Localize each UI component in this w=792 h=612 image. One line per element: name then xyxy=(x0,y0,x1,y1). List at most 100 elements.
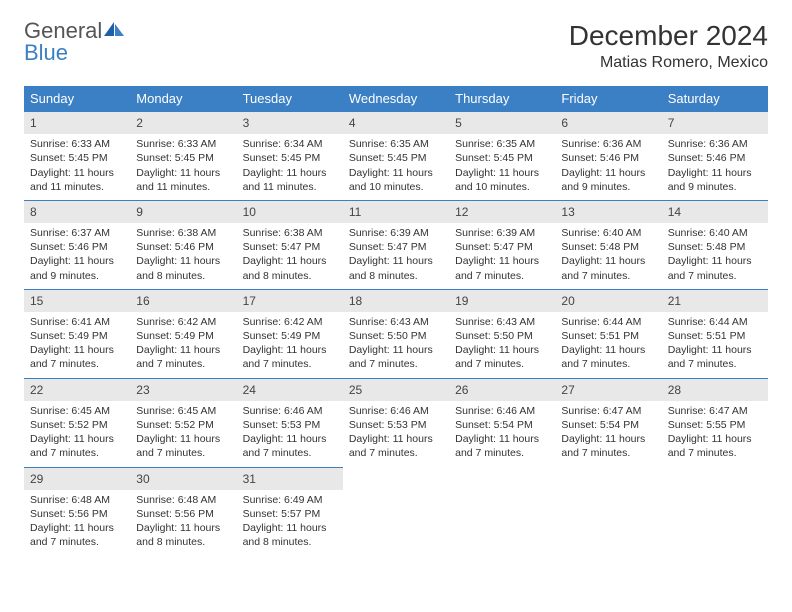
day-line-d1: Daylight: 11 hours xyxy=(668,166,762,180)
calendar-cell: 1Sunrise: 6:33 AMSunset: 5:45 PMDaylight… xyxy=(24,111,130,200)
day-body: Sunrise: 6:48 AMSunset: 5:56 PMDaylight:… xyxy=(130,490,236,556)
day-line-sr: Sunrise: 6:39 AM xyxy=(349,226,443,240)
calendar-cell: 17Sunrise: 6:42 AMSunset: 5:49 PMDayligh… xyxy=(237,289,343,378)
calendar-cell: 6Sunrise: 6:36 AMSunset: 5:46 PMDaylight… xyxy=(555,111,661,200)
calendar-body: 1Sunrise: 6:33 AMSunset: 5:45 PMDaylight… xyxy=(24,111,768,555)
day-number: 24 xyxy=(237,378,343,401)
day-line-ss: Sunset: 5:52 PM xyxy=(30,418,124,432)
calendar-cell: 5Sunrise: 6:35 AMSunset: 5:45 PMDaylight… xyxy=(449,111,555,200)
day-line-ss: Sunset: 5:46 PM xyxy=(30,240,124,254)
calendar-cell xyxy=(555,467,661,556)
day-line-d1: Daylight: 11 hours xyxy=(349,166,443,180)
day-number: 23 xyxy=(130,378,236,401)
day-line-d2: and 11 minutes. xyxy=(243,180,337,194)
day-line-sr: Sunrise: 6:36 AM xyxy=(561,137,655,151)
day-line-sr: Sunrise: 6:46 AM xyxy=(455,404,549,418)
day-line-d1: Daylight: 11 hours xyxy=(455,166,549,180)
day-body: Sunrise: 6:44 AMSunset: 5:51 PMDaylight:… xyxy=(662,312,768,378)
day-line-sr: Sunrise: 6:40 AM xyxy=(561,226,655,240)
day-line-ss: Sunset: 5:46 PM xyxy=(668,151,762,165)
day-number: 18 xyxy=(343,289,449,312)
day-line-d2: and 7 minutes. xyxy=(668,357,762,371)
day-line-d1: Daylight: 11 hours xyxy=(561,166,655,180)
day-line-d1: Daylight: 11 hours xyxy=(30,166,124,180)
day-line-sr: Sunrise: 6:43 AM xyxy=(455,315,549,329)
day-line-d2: and 11 minutes. xyxy=(30,180,124,194)
day-line-d2: and 7 minutes. xyxy=(349,357,443,371)
calendar-cell: 12Sunrise: 6:39 AMSunset: 5:47 PMDayligh… xyxy=(449,200,555,289)
day-number: 8 xyxy=(24,200,130,223)
day-line-ss: Sunset: 5:56 PM xyxy=(136,507,230,521)
day-line-d1: Daylight: 11 hours xyxy=(349,432,443,446)
calendar-cell: 16Sunrise: 6:42 AMSunset: 5:49 PMDayligh… xyxy=(130,289,236,378)
day-line-sr: Sunrise: 6:48 AM xyxy=(30,493,124,507)
day-number: 27 xyxy=(555,378,661,401)
day-number: 31 xyxy=(237,467,343,490)
day-number: 15 xyxy=(24,289,130,312)
day-line-ss: Sunset: 5:45 PM xyxy=(243,151,337,165)
day-body: Sunrise: 6:39 AMSunset: 5:47 PMDaylight:… xyxy=(449,223,555,289)
day-line-ss: Sunset: 5:45 PM xyxy=(30,151,124,165)
day-number: 20 xyxy=(555,289,661,312)
calendar-cell: 25Sunrise: 6:46 AMSunset: 5:53 PMDayligh… xyxy=(343,378,449,467)
logo: General Blue xyxy=(24,20,126,64)
day-body: Sunrise: 6:45 AMSunset: 5:52 PMDaylight:… xyxy=(24,401,130,467)
logo-text: General Blue xyxy=(24,20,126,64)
day-line-d1: Daylight: 11 hours xyxy=(136,254,230,268)
day-body: Sunrise: 6:33 AMSunset: 5:45 PMDaylight:… xyxy=(130,134,236,200)
day-line-d1: Daylight: 11 hours xyxy=(243,432,337,446)
day-line-d1: Daylight: 11 hours xyxy=(668,343,762,357)
day-line-d1: Daylight: 11 hours xyxy=(136,432,230,446)
day-number: 13 xyxy=(555,200,661,223)
calendar-table: SundayMondayTuesdayWednesdayThursdayFrid… xyxy=(24,86,768,555)
day-line-d2: and 7 minutes. xyxy=(455,269,549,283)
day-line-d2: and 8 minutes. xyxy=(349,269,443,283)
day-body: Sunrise: 6:39 AMSunset: 5:47 PMDaylight:… xyxy=(343,223,449,289)
day-line-sr: Sunrise: 6:47 AM xyxy=(668,404,762,418)
day-number: 3 xyxy=(237,111,343,134)
day-line-d2: and 8 minutes. xyxy=(136,535,230,549)
day-number: 10 xyxy=(237,200,343,223)
calendar-cell: 19Sunrise: 6:43 AMSunset: 5:50 PMDayligh… xyxy=(449,289,555,378)
day-body: Sunrise: 6:42 AMSunset: 5:49 PMDaylight:… xyxy=(130,312,236,378)
page-title: December 2024 xyxy=(569,20,768,52)
day-line-sr: Sunrise: 6:49 AM xyxy=(243,493,337,507)
day-line-sr: Sunrise: 6:33 AM xyxy=(136,137,230,151)
day-body: Sunrise: 6:35 AMSunset: 5:45 PMDaylight:… xyxy=(449,134,555,200)
day-line-sr: Sunrise: 6:44 AM xyxy=(561,315,655,329)
day-body: Sunrise: 6:45 AMSunset: 5:52 PMDaylight:… xyxy=(130,401,236,467)
day-line-d1: Daylight: 11 hours xyxy=(243,521,337,535)
day-line-ss: Sunset: 5:57 PM xyxy=(243,507,337,521)
day-number: 1 xyxy=(24,111,130,134)
day-line-d2: and 7 minutes. xyxy=(668,269,762,283)
calendar-cell: 11Sunrise: 6:39 AMSunset: 5:47 PMDayligh… xyxy=(343,200,449,289)
location-label: Matias Romero, Mexico xyxy=(569,54,768,72)
day-line-ss: Sunset: 5:48 PM xyxy=(668,240,762,254)
day-number: 11 xyxy=(343,200,449,223)
day-line-d1: Daylight: 11 hours xyxy=(243,254,337,268)
calendar-cell: 4Sunrise: 6:35 AMSunset: 5:45 PMDaylight… xyxy=(343,111,449,200)
day-line-ss: Sunset: 5:49 PM xyxy=(243,329,337,343)
day-line-d2: and 7 minutes. xyxy=(561,357,655,371)
calendar-week-row: 8Sunrise: 6:37 AMSunset: 5:46 PMDaylight… xyxy=(24,200,768,289)
day-body: Sunrise: 6:49 AMSunset: 5:57 PMDaylight:… xyxy=(237,490,343,556)
weekday-header: Tuesday xyxy=(237,86,343,111)
calendar-cell: 29Sunrise: 6:48 AMSunset: 5:56 PMDayligh… xyxy=(24,467,130,556)
day-number: 12 xyxy=(449,200,555,223)
day-line-ss: Sunset: 5:56 PM xyxy=(30,507,124,521)
day-line-sr: Sunrise: 6:35 AM xyxy=(455,137,549,151)
day-line-d2: and 7 minutes. xyxy=(561,269,655,283)
day-line-ss: Sunset: 5:46 PM xyxy=(561,151,655,165)
day-line-d2: and 8 minutes. xyxy=(243,269,337,283)
calendar-cell: 13Sunrise: 6:40 AMSunset: 5:48 PMDayligh… xyxy=(555,200,661,289)
logo-word2: Blue xyxy=(24,40,68,65)
calendar-week-row: 1Sunrise: 6:33 AMSunset: 5:45 PMDaylight… xyxy=(24,111,768,200)
day-line-sr: Sunrise: 6:36 AM xyxy=(668,137,762,151)
day-number: 19 xyxy=(449,289,555,312)
calendar-cell: 20Sunrise: 6:44 AMSunset: 5:51 PMDayligh… xyxy=(555,289,661,378)
day-line-d2: and 11 minutes. xyxy=(136,180,230,194)
day-number: 7 xyxy=(662,111,768,134)
day-line-sr: Sunrise: 6:43 AM xyxy=(349,315,443,329)
day-body: Sunrise: 6:41 AMSunset: 5:49 PMDaylight:… xyxy=(24,312,130,378)
day-line-ss: Sunset: 5:52 PM xyxy=(136,418,230,432)
